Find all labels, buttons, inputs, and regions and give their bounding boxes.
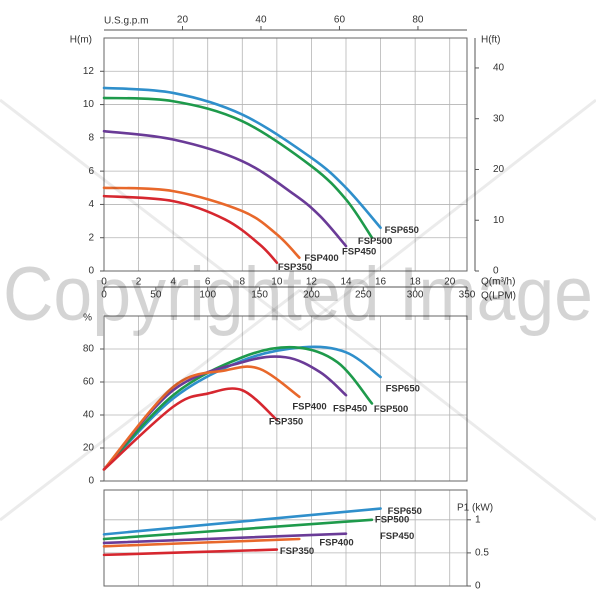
y2-tick-label: 10: [493, 215, 505, 226]
series-label: FSP450: [333, 404, 367, 415]
y-tick-label: 2: [88, 232, 94, 243]
series-label: FSP450: [380, 531, 414, 542]
x3-tick-label: 150: [251, 290, 268, 301]
x3-tick-label: 250: [355, 290, 372, 301]
x2-tick-label: 60: [334, 15, 346, 26]
y-tick-label: 20: [83, 443, 95, 454]
series-line: [102, 186, 301, 259]
y-axis-label: %: [83, 313, 92, 324]
y2-tick-label: 30: [493, 113, 505, 124]
series-line: [102, 532, 348, 545]
x2-tick-label: 20: [177, 15, 189, 26]
x3-tick-label: 350: [459, 290, 476, 301]
plot-frame: [103, 37, 468, 272]
x-tick-label: 16: [375, 277, 387, 288]
y-tick-label: 1: [475, 514, 481, 525]
series-label: FSP350: [278, 262, 312, 273]
y2-tick-label: 40: [493, 63, 505, 74]
y2-axis-label: H(ft): [481, 35, 500, 46]
x-axis-label: Q(m³/h): [481, 277, 515, 288]
x3-tick-label: 0: [101, 290, 107, 301]
x3-tick-label: 100: [199, 290, 216, 301]
y-tick-label: 12: [83, 66, 95, 77]
x3-tick-label: 300: [407, 290, 424, 301]
series-line: [102, 345, 374, 471]
series-line: [102, 548, 279, 557]
series-line: [102, 387, 279, 471]
series-line: [102, 86, 382, 230]
series-label: FSP350: [269, 416, 303, 427]
watermark-line: [0, 288, 301, 522]
y-tick-label: 4: [88, 199, 94, 210]
series-line: [102, 537, 301, 548]
series-label: FSP450: [342, 247, 376, 258]
y-axis-label: P1 (kW): [457, 503, 493, 514]
series-line: [102, 129, 348, 248]
x2-tick-label: 40: [255, 15, 267, 26]
y-tick-label: 40: [83, 410, 95, 421]
x-tick-label: 2: [136, 277, 142, 288]
y-tick-label: 0.5: [475, 548, 489, 559]
y-tick-label: 0: [88, 476, 94, 487]
x-tick-label: 14: [340, 277, 352, 288]
series-line: [102, 518, 374, 541]
y2-tick-label: 0: [493, 266, 499, 277]
series-line: [102, 507, 382, 536]
watermark-line: [0, 98, 301, 332]
y-tick-label: 0: [88, 266, 94, 277]
y-axis-label: H(m): [70, 35, 92, 46]
x-tick-label: 0: [101, 277, 107, 288]
series-label: FSP400: [292, 401, 326, 412]
x-tick-label: 12: [306, 277, 318, 288]
series-label: FSP350: [280, 546, 314, 557]
x-tick-label: 20: [444, 277, 456, 288]
y2-tick-label: 20: [493, 164, 505, 175]
series-label: FSP500: [374, 404, 408, 415]
y-tick-label: 0: [475, 581, 481, 592]
y-tick-label: 8: [88, 132, 94, 143]
series-label: FSP400: [319, 538, 353, 549]
y-tick-label: 10: [83, 99, 95, 110]
series-label: FSP650: [388, 506, 422, 517]
plot-frame: [103, 315, 468, 482]
series-label: FSP650: [386, 384, 420, 395]
y-tick-label: 80: [83, 344, 95, 355]
series-line: [102, 345, 382, 471]
series-line: [102, 96, 374, 240]
x-tick-label: 10: [271, 277, 283, 288]
x-tick-label: 8: [240, 277, 246, 288]
watermark-line: [299, 288, 596, 522]
x2-axis-label: U.S.g.p.m: [104, 16, 148, 27]
watermark: Copyrighted Image: [3, 252, 593, 337]
series-line: [102, 365, 301, 471]
series-label: FSP500: [375, 514, 409, 525]
series-label: FSP650: [385, 225, 419, 236]
series-line: [102, 194, 279, 264]
y-tick-label: 6: [88, 166, 94, 177]
x3-axis-label: Q(LPM): [481, 291, 516, 302]
x3-tick-label: 50: [150, 290, 162, 301]
watermark-line: [299, 98, 596, 332]
series-label: FSP400: [304, 253, 338, 264]
x-tick-label: 6: [205, 277, 211, 288]
y-tick-label: 60: [83, 377, 95, 388]
x2-tick-label: 80: [412, 15, 424, 26]
x-tick-label: 18: [410, 277, 422, 288]
x-tick-label: 4: [170, 277, 176, 288]
series-label: FSP500: [358, 236, 392, 247]
x3-tick-label: 200: [303, 290, 320, 301]
